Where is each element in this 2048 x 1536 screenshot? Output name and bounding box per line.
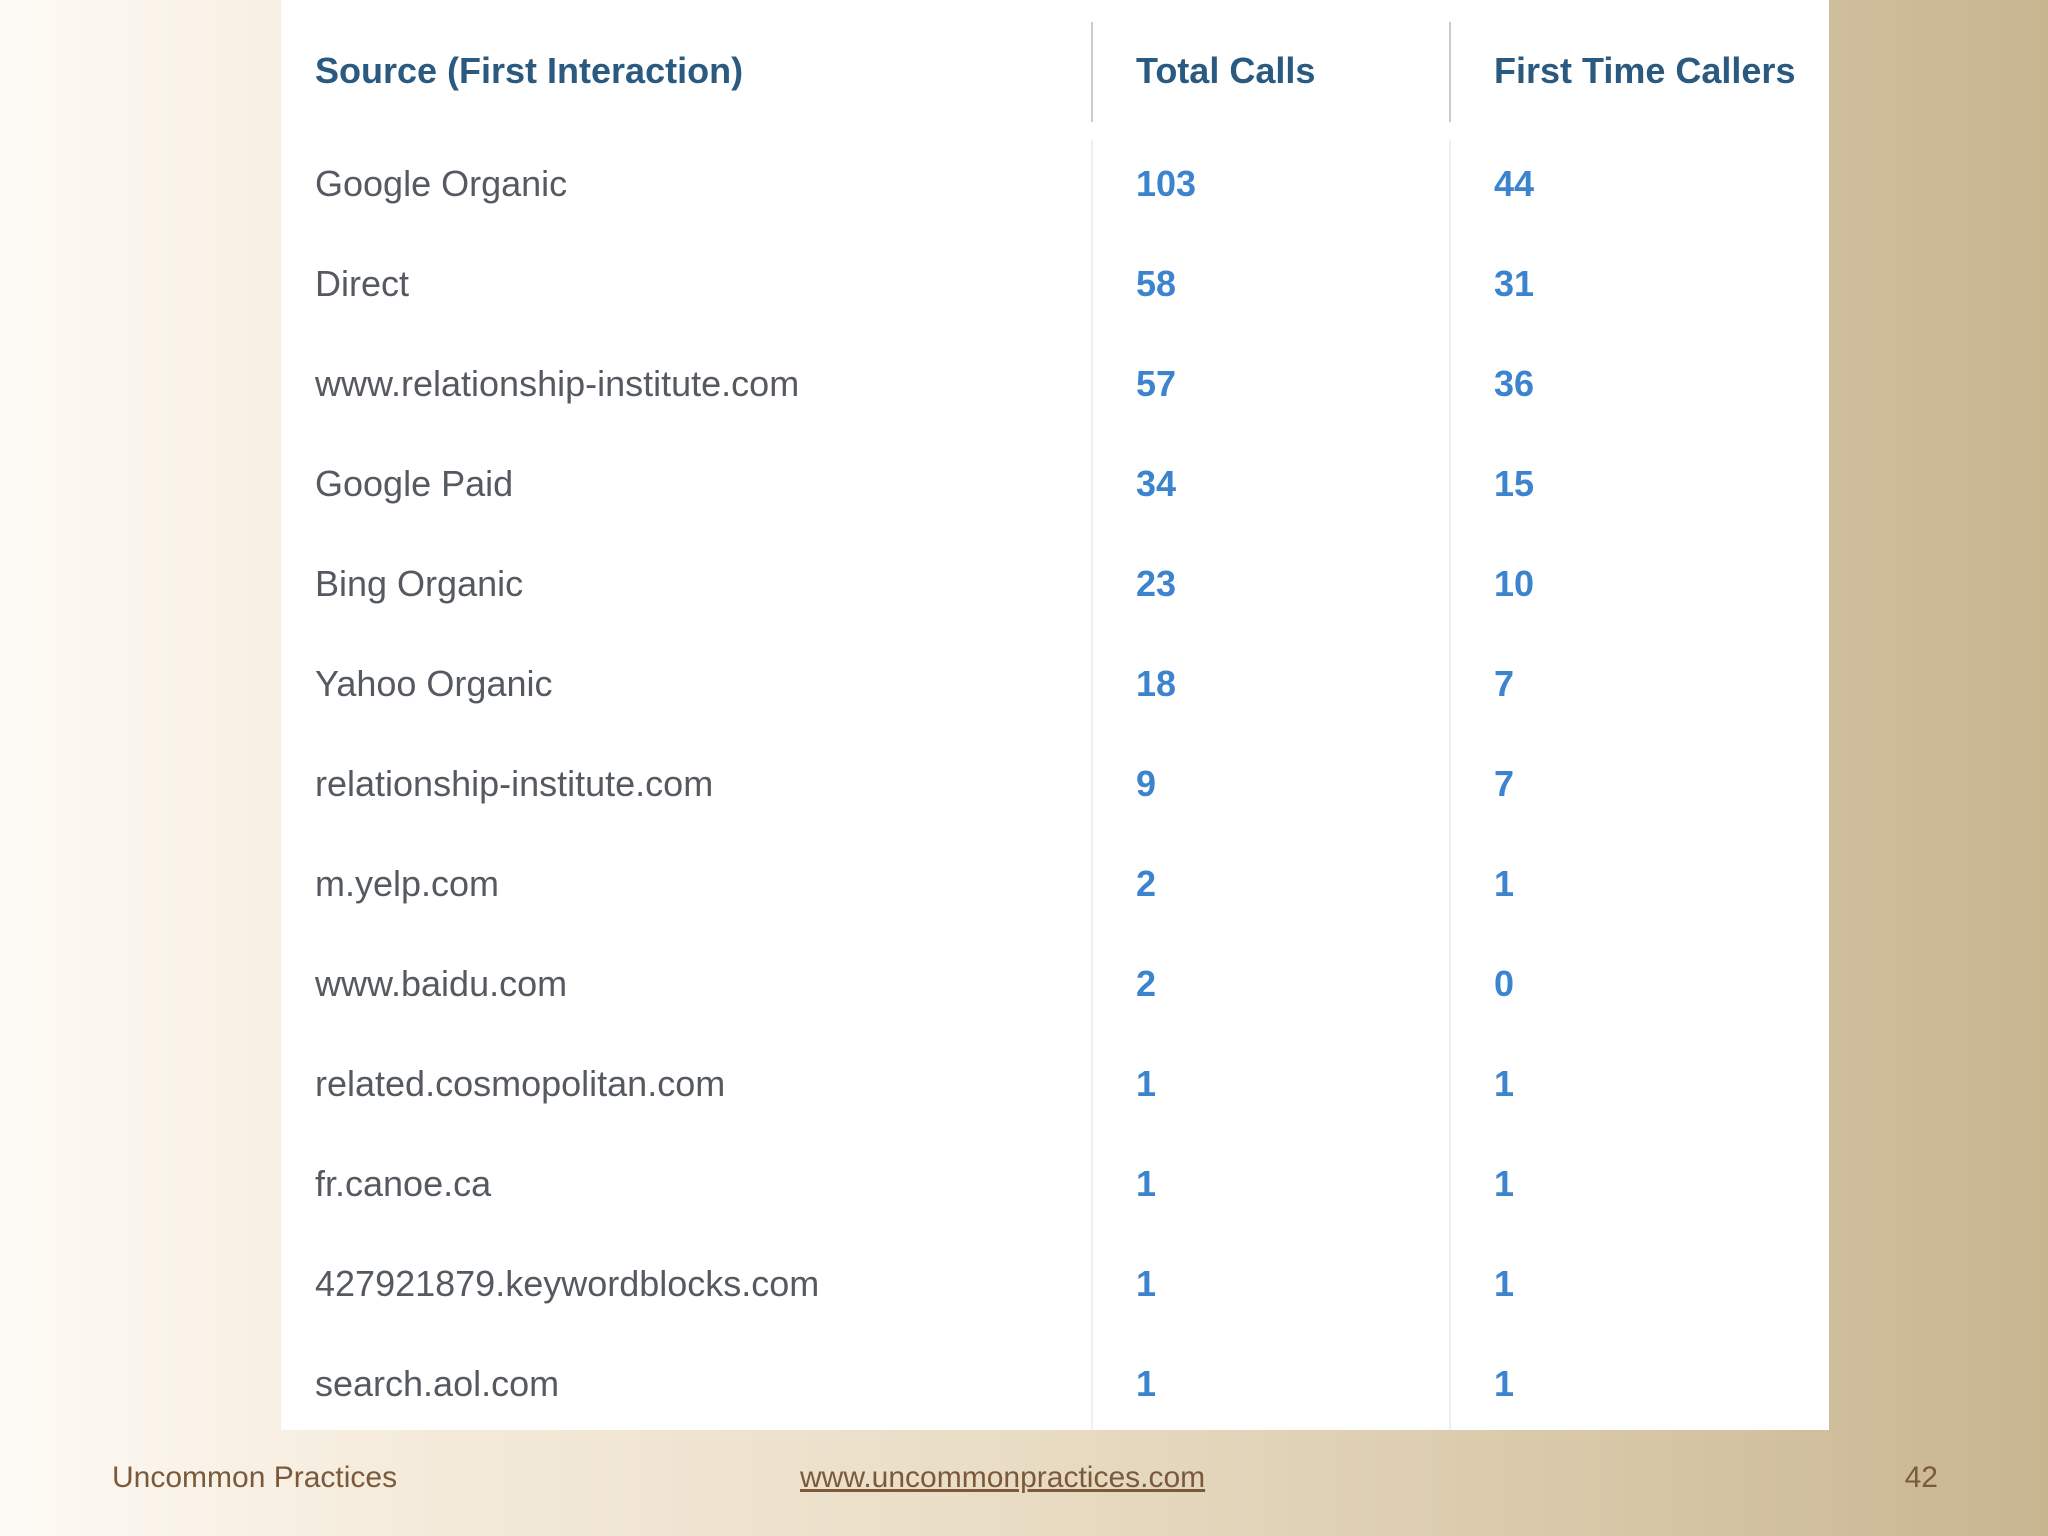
first-time-callers-cell: 10 (1494, 563, 1535, 604)
source-cell: m.yelp.com (315, 863, 500, 904)
table-row: Google Paid 34 15 (281, 440, 1829, 540)
table-row: www.relationship-institute.com 57 36 (281, 340, 1829, 440)
header-first-time-callers: First Time Callers (1494, 50, 1796, 91)
source-cell: search.aol.com (315, 1363, 560, 1404)
source-cell: www.relationship-institute.com (315, 363, 800, 404)
first-time-callers-cell: 15 (1494, 463, 1535, 504)
table-row: Bing Organic 23 10 (281, 540, 1829, 640)
table-row: related.cosmopolitan.com 1 1 (281, 1040, 1829, 1140)
source-cell: Yahoo Organic (315, 663, 553, 704)
first-time-callers-cell: 0 (1494, 963, 1515, 1004)
source-cell: Google Paid (315, 463, 514, 504)
first-time-callers-cell: 1 (1494, 1263, 1515, 1304)
total-calls-cell: 57 (1136, 363, 1177, 404)
header-column-divider (1449, 22, 1451, 122)
table-row: Yahoo Organic 18 7 (281, 640, 1829, 740)
total-calls-cell: 23 (1136, 563, 1177, 604)
source-cell: 427921879.keywordblocks.com (315, 1263, 820, 1304)
first-time-callers-cell: 7 (1494, 763, 1515, 804)
header-total-calls: Total Calls (1136, 50, 1316, 91)
column-divider (1091, 140, 1093, 1430)
table-row: m.yelp.com 2 1 (281, 840, 1829, 940)
table-row: fr.canoe.ca 1 1 (281, 1140, 1829, 1240)
source-cell: Google Organic (315, 163, 568, 204)
first-time-callers-cell: 44 (1494, 163, 1535, 204)
table-row: search.aol.com 1 1 (281, 1340, 1829, 1440)
table-row: Direct 58 31 (281, 240, 1829, 340)
first-time-callers-cell: 1 (1494, 1163, 1515, 1204)
column-divider (1449, 140, 1451, 1430)
total-calls-cell: 1 (1136, 1163, 1157, 1204)
total-calls-cell: 58 (1136, 263, 1177, 304)
source-cell: www.baidu.com (315, 963, 568, 1004)
source-cell: fr.canoe.ca (315, 1163, 492, 1204)
source-cell: relationship-institute.com (315, 763, 714, 804)
header-source: Source (First Interaction) (315, 50, 744, 91)
footer-brand: Uncommon Practices (112, 1461, 398, 1494)
total-calls-cell: 34 (1136, 463, 1177, 504)
first-time-callers-cell: 1 (1494, 863, 1515, 904)
slide-number: 42 (1904, 1461, 1938, 1494)
total-calls-cell: 103 (1136, 163, 1197, 204)
first-time-callers-cell: 1 (1494, 1363, 1515, 1404)
total-calls-cell: 1 (1136, 1063, 1157, 1104)
table-row: Google Organic 103 44 (281, 140, 1829, 240)
total-calls-cell: 1 (1136, 1263, 1157, 1304)
first-time-callers-cell: 7 (1494, 663, 1515, 704)
data-table: Source (First Interaction) Total Calls F… (281, 0, 1829, 1430)
first-time-callers-cell: 31 (1494, 263, 1535, 304)
total-calls-cell: 9 (1136, 763, 1157, 804)
total-calls-cell: 1 (1136, 1363, 1157, 1404)
header-column-divider (1091, 22, 1093, 122)
source-cell: related.cosmopolitan.com (315, 1063, 726, 1104)
first-time-callers-cell: 1 (1494, 1063, 1515, 1104)
table-row: www.baidu.com 2 0 (281, 940, 1829, 1040)
table-row: 427921879.keywordblocks.com 1 1 (281, 1240, 1829, 1340)
total-calls-cell: 2 (1136, 863, 1157, 904)
table-row: relationship-institute.com 9 7 (281, 740, 1829, 840)
table-header-row: Source (First Interaction) Total Calls F… (281, 0, 1829, 120)
total-calls-cell: 2 (1136, 963, 1157, 1004)
total-calls-cell: 18 (1136, 663, 1177, 704)
footer-website-link[interactable]: www.uncommonpractices.com (800, 1461, 1206, 1494)
source-cell: Direct (315, 263, 410, 304)
first-time-callers-cell: 36 (1494, 363, 1535, 404)
source-cell: Bing Organic (315, 563, 524, 604)
